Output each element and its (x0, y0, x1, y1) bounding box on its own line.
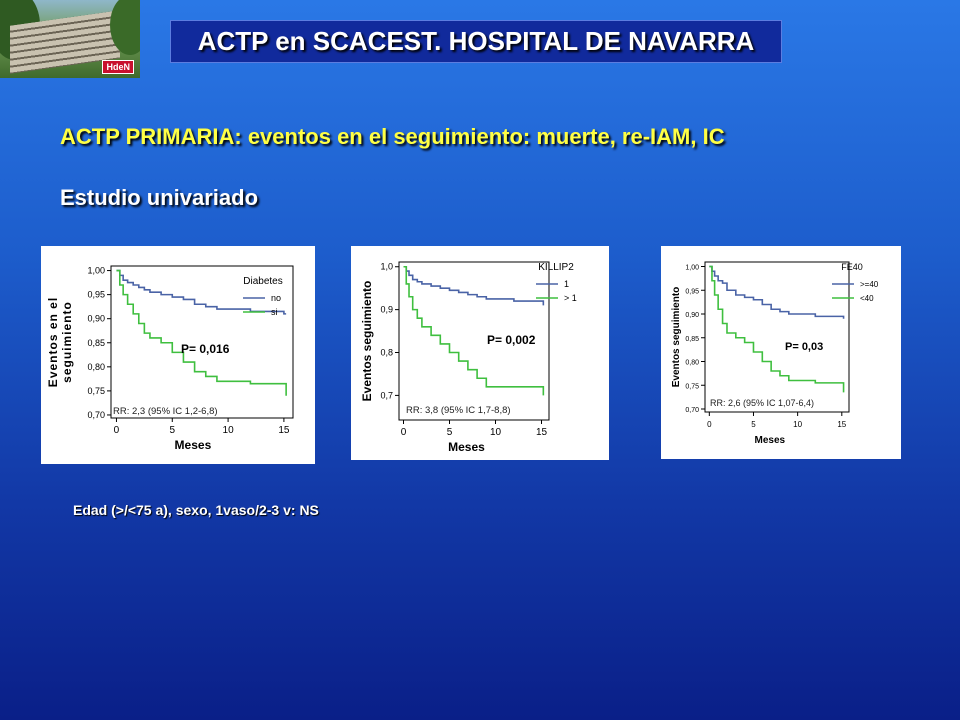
legend-entry: <40 (860, 294, 874, 303)
rr-label: RR: 3,8 (95% IC 1,7-8,8) (406, 405, 511, 416)
rr-label: RR: 2,3 (95% IC 1,2-6,8) (113, 406, 218, 417)
series-line-green (403, 265, 545, 396)
y-tick-label: 0,85 (87, 338, 105, 348)
y-tick-label: 0,75 (685, 383, 699, 390)
x-tick-label: 0 (114, 425, 120, 436)
x-axis-label: Meses (175, 438, 212, 452)
legend-entry: si (271, 307, 278, 317)
slide-title-box: ACTP en SCACEST. HOSPITAL DE NAVARRA (170, 20, 782, 63)
y-tick-label: 0,9 (380, 305, 393, 315)
x-tick-label: 0 (401, 427, 407, 438)
series-line-green (116, 269, 287, 396)
y-axis-label: seguimiento (60, 301, 74, 383)
y-tick-label: 0,80 (685, 360, 699, 367)
logo-badge: HdeN (102, 60, 134, 74)
y-tick-label: 0,70 (685, 407, 699, 414)
legend-title: KILLIP2 (538, 262, 574, 273)
series-line-green (709, 265, 845, 393)
y-tick-label: 0,80 (87, 362, 105, 372)
x-tick-label: 15 (536, 427, 548, 438)
legend-entry: > 1 (564, 293, 577, 303)
logo-tree (110, 0, 140, 55)
y-tick-label: 0,75 (87, 386, 105, 396)
series-line-blue (403, 265, 545, 306)
hospital-logo: HdeN (0, 0, 140, 78)
x-tick-label: 15 (278, 425, 290, 436)
legend-title: FE40 (841, 262, 863, 272)
chart-panel-diabetes: 0,70 0,75 0,80 0,85 0,90 0,95 1,00 0 5 10 15 Meses E… (41, 246, 315, 464)
x-tick-label: 15 (837, 420, 846, 429)
slide-subtitle: ACTP PRIMARIA: eventos en el seguimiento… (60, 124, 725, 149)
y-tick-label: 0,90 (87, 314, 105, 324)
y-axis-label: Eventos seguimiento (671, 287, 682, 388)
rr-label: RR: 2,6 (95% IC 1,07-6,4) (710, 398, 814, 408)
series-line-blue (709, 265, 845, 319)
x-tick-label: 5 (169, 425, 175, 436)
chart-fe40: 0,70 0,75 0,80 0,85 0,90 0,95 1,00 0 5 10 15 Meses E… (671, 261, 879, 446)
legend-entry: 1 (564, 279, 569, 289)
plot-frame (704, 261, 850, 413)
legend-entry: >=40 (860, 280, 879, 289)
x-tick-label: 5 (751, 420, 756, 429)
y-tick-label: 0,8 (380, 348, 393, 358)
y-tick-label: 0,90 (685, 312, 699, 319)
x-axis-label: Meses (755, 435, 786, 446)
p-value-label: P= 0,03 (785, 341, 823, 353)
x-tick-label: 10 (793, 420, 802, 429)
footnote: Edad (>/<75 a), sexo, 1vaso/2-3 v: NS (73, 502, 319, 518)
series-line-blue (116, 269, 287, 315)
y-axis-label: Eventos seguimiento (360, 281, 374, 402)
y-tick-label: 0,85 (685, 336, 699, 343)
y-tick-label: 0,95 (685, 288, 699, 295)
analysis-label: Estudio univariado (60, 185, 259, 210)
slide-title: ACTP en SCACEST. HOSPITAL DE NAVARRA (197, 26, 755, 56)
plot-frame (398, 261, 550, 421)
legend-title: Diabetes (243, 276, 282, 287)
chart-killip: 0,7 0,8 0,9 1,0 0 5 10 15 Meses Eventos seguimien… (360, 261, 577, 454)
chart-panel-killip: 0,7 0,8 0,9 1,0 0 5 10 15 Meses Eventos seguimien… (351, 246, 609, 460)
y-tick-label: 0,70 (87, 410, 105, 420)
legend-entry: no (271, 293, 281, 303)
x-tick-label: 10 (490, 427, 502, 438)
x-tick-label: 5 (447, 427, 453, 438)
plot-frame (110, 265, 294, 419)
p-value-label: P= 0,002 (487, 333, 536, 347)
p-value-label: P= 0,016 (181, 342, 230, 356)
x-tick-label: 10 (223, 425, 235, 436)
y-tick-label: 0,7 (380, 390, 393, 400)
y-tick-label: 1,00 (685, 265, 699, 272)
x-axis-label: Meses (448, 440, 485, 454)
chart-panel-fe40: 0,70 0,75 0,80 0,85 0,90 0,95 1,00 0 5 10 15 Meses E… (661, 246, 901, 459)
x-tick-label: 0 (707, 420, 712, 429)
chart-diabetes: 0,70 0,75 0,80 0,85 0,90 0,95 1,00 0 5 10 15 Meses E… (46, 265, 294, 452)
y-tick-label: 1,0 (380, 262, 393, 272)
y-tick-label: 1,00 (87, 266, 105, 276)
y-tick-label: 0,95 (87, 290, 105, 300)
y-axis-label: Eventos en el (46, 297, 60, 387)
